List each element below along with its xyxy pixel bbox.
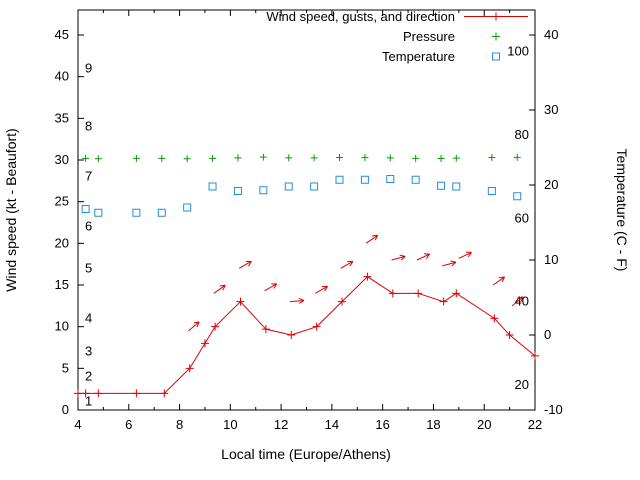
beaufort-scale-labels: 1 2 3 4 5 6 7 8 9 (85, 60, 92, 408)
svg-text:35: 35 (55, 110, 69, 125)
svg-text:1: 1 (85, 394, 92, 409)
svg-text:6: 6 (85, 219, 92, 234)
svg-text:4: 4 (85, 310, 92, 325)
temperature-series (81, 175, 522, 217)
svg-text:40: 40 (55, 69, 69, 84)
svg-text:12: 12 (274, 417, 288, 432)
svg-text:-10: -10 (544, 402, 563, 417)
svg-text:0: 0 (62, 402, 69, 417)
fahrenheit-scale-labels: 20 40 60 80 100 (507, 44, 529, 392)
svg-text:4: 4 (74, 417, 81, 432)
legend-label-wind: Wind speed, gusts, and direction (266, 9, 455, 24)
svg-text:30: 30 (544, 102, 558, 117)
svg-text:8: 8 (176, 417, 183, 432)
svg-text:20: 20 (55, 235, 69, 250)
x-axis: 4 6 8 10 12 14 16 18 20 22 (74, 10, 542, 432)
svg-text:45: 45 (55, 27, 69, 42)
svg-text:20: 20 (515, 377, 529, 392)
svg-text:7: 7 (85, 169, 92, 184)
svg-text:16: 16 (375, 417, 389, 432)
svg-text:25: 25 (55, 194, 69, 209)
svg-text:60: 60 (515, 210, 529, 225)
x-axis-title: Local time (Europe/Athens) (221, 446, 391, 462)
svg-text:22: 22 (528, 417, 542, 432)
legend: Wind speed, gusts, and direction Pressure… (266, 9, 528, 64)
axis-titles: Local time (Europe/Athens) Wind speed (kt… (3, 128, 630, 462)
svg-text:10: 10 (544, 252, 558, 267)
y-axis-right: -10 0 10 20 30 40 (529, 27, 563, 417)
svg-text:30: 30 (55, 152, 69, 167)
svg-text:20: 20 (477, 417, 491, 432)
svg-text:100: 100 (507, 44, 529, 59)
svg-text:15: 15 (55, 277, 69, 292)
pressure-series (82, 153, 521, 163)
legend-label-pressure: Pressure (403, 29, 455, 44)
svg-text:80: 80 (515, 127, 529, 142)
wind-direction-arrows (188, 234, 524, 332)
svg-text:2: 2 (85, 369, 92, 384)
svg-text:14: 14 (325, 417, 339, 432)
svg-text:8: 8 (85, 119, 92, 134)
right-axis-title: Temperature (C - F) (614, 149, 630, 272)
legend-label-temperature: Temperature (382, 49, 455, 64)
svg-text:3: 3 (85, 344, 92, 359)
svg-text:10: 10 (55, 319, 69, 334)
svg-text:6: 6 (125, 417, 132, 432)
wind-speed-series (74, 272, 539, 398)
axes: 4 6 8 10 12 14 16 18 20 22051015202530354045-1001… (55, 9, 563, 432)
svg-text:20: 20 (544, 177, 558, 192)
svg-text:9: 9 (85, 60, 92, 75)
svg-text:0: 0 (544, 327, 551, 342)
svg-text:40: 40 (515, 294, 529, 309)
y-axis-left: 0 5 10 15 20 25 30 35 40 45 (55, 27, 84, 417)
left-axis-title: Wind speed (kt - Beaufort) (3, 128, 19, 291)
svg-text:40: 40 (544, 27, 558, 42)
svg-text:10: 10 (223, 417, 237, 432)
svg-text:5: 5 (85, 260, 92, 275)
svg-text:18: 18 (426, 417, 440, 432)
svg-text:5: 5 (62, 360, 69, 375)
